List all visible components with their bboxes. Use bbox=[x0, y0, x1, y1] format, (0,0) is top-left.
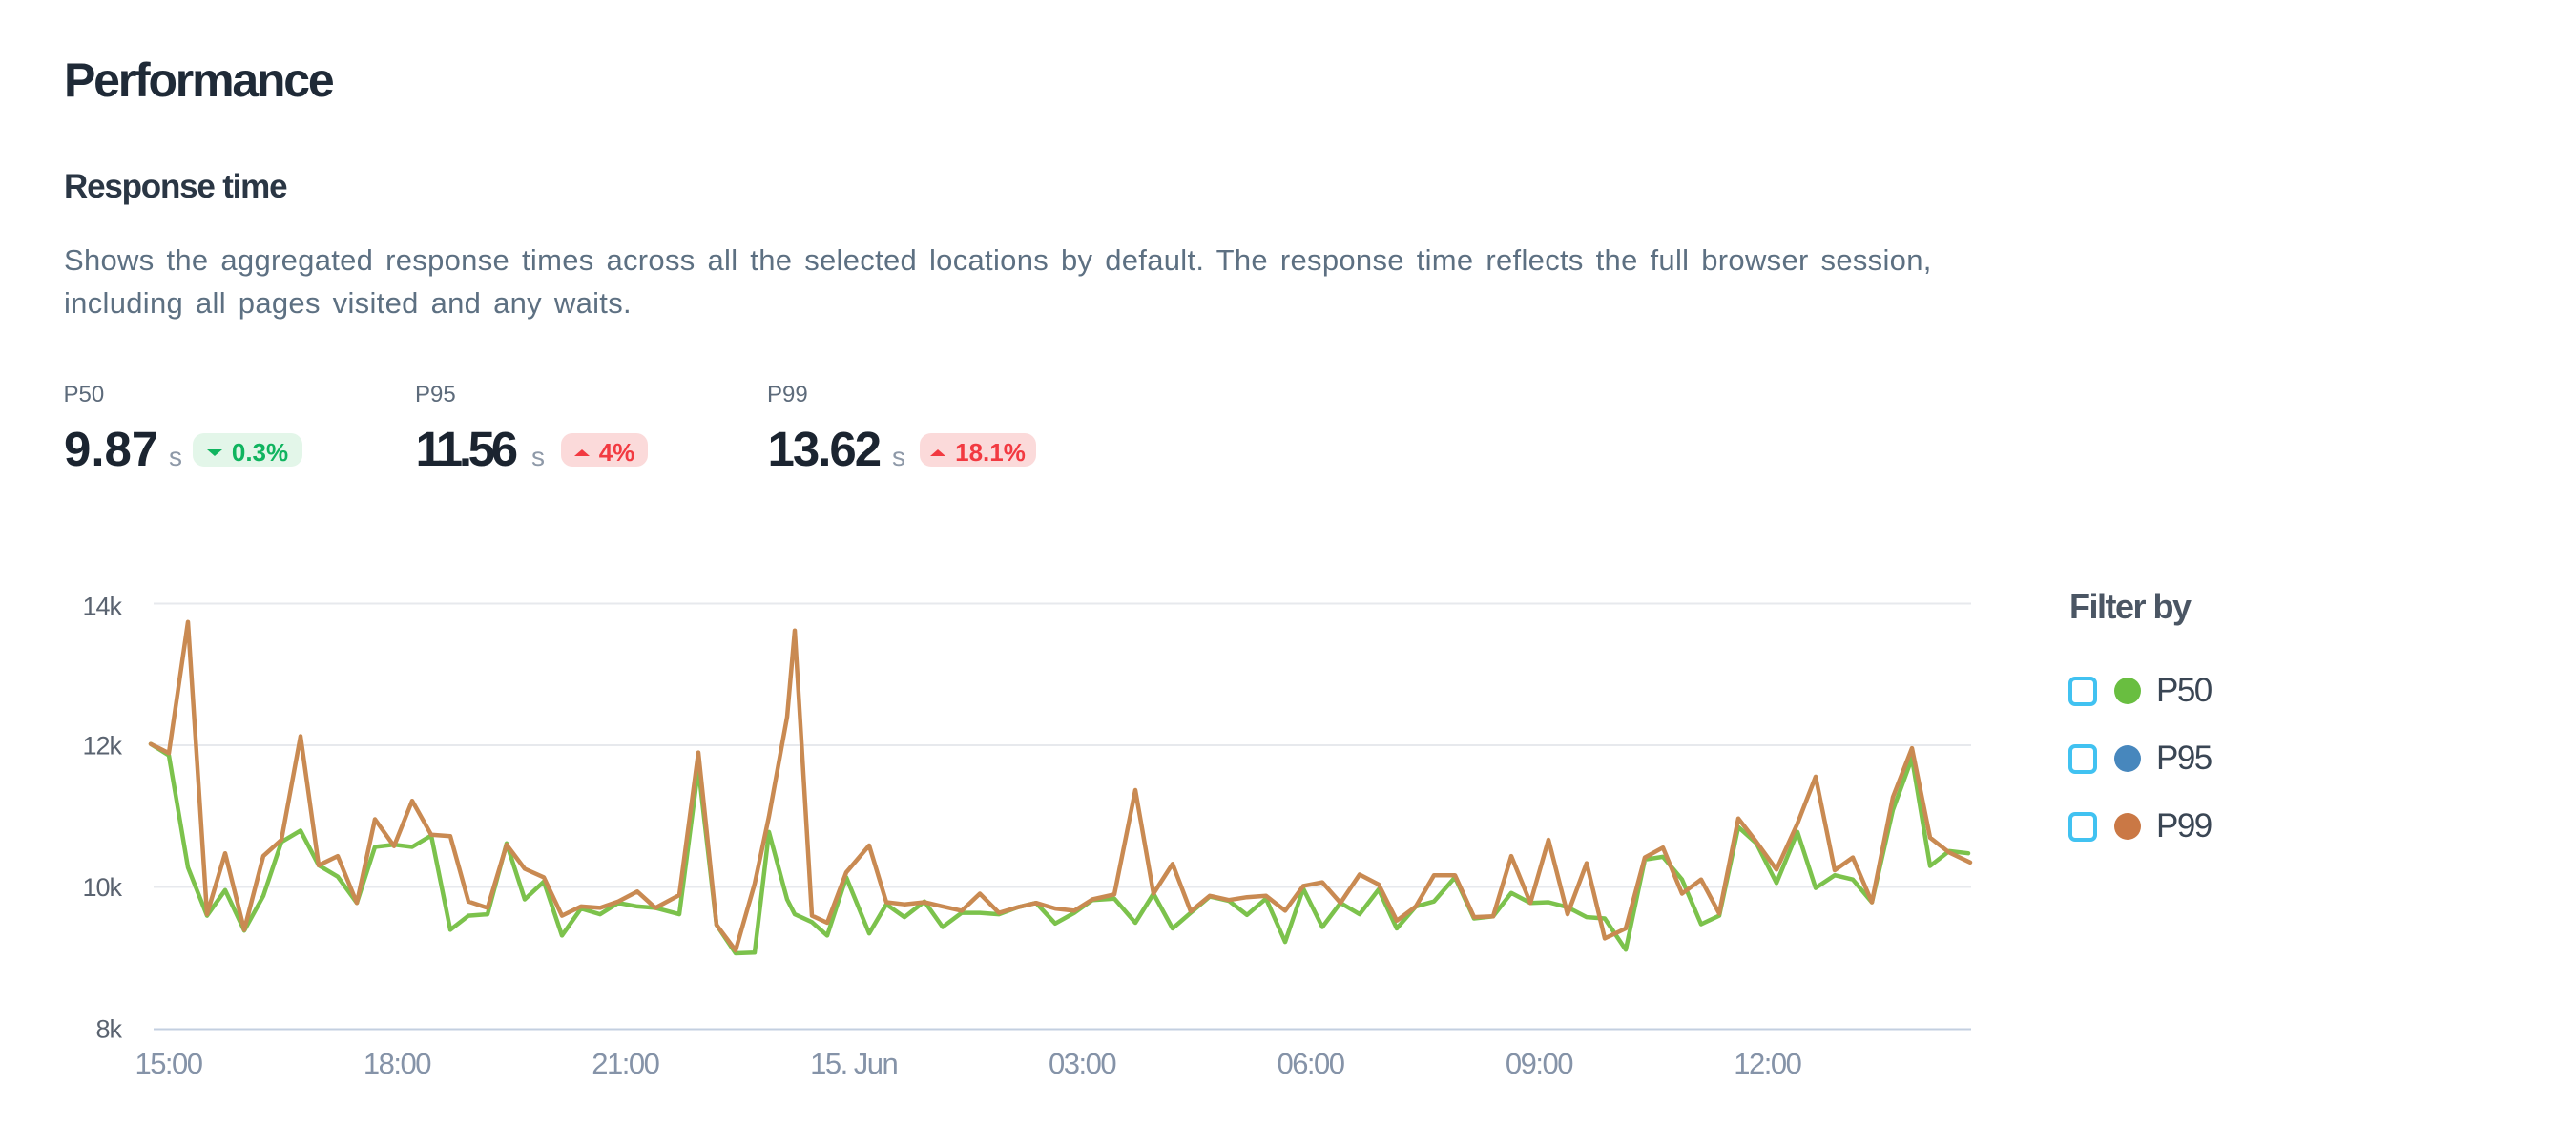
svg-text:18:00: 18:00 bbox=[364, 1047, 431, 1080]
svg-text:21:00: 21:00 bbox=[592, 1047, 659, 1080]
svg-text:09:00: 09:00 bbox=[1506, 1047, 1573, 1080]
svg-text:15. Jun: 15. Jun bbox=[810, 1047, 897, 1080]
svg-text:8k: 8k bbox=[95, 1015, 122, 1044]
svg-text:10k: 10k bbox=[82, 873, 122, 902]
svg-text:15:00: 15:00 bbox=[135, 1047, 202, 1080]
svg-text:12k: 12k bbox=[82, 732, 122, 761]
svg-text:03:00: 03:00 bbox=[1049, 1047, 1116, 1080]
svg-text:06:00: 06:00 bbox=[1277, 1047, 1344, 1080]
svg-text:14k: 14k bbox=[82, 593, 122, 621]
svg-text:12:00: 12:00 bbox=[1734, 1047, 1801, 1080]
